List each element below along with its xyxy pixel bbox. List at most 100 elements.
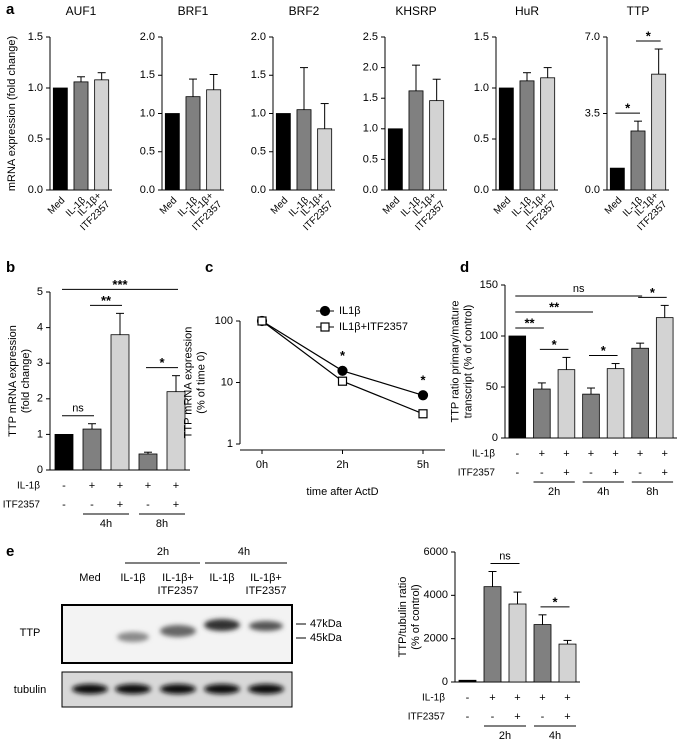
significance-label: *: [552, 337, 558, 352]
blot-row-label: tubulin: [14, 684, 46, 696]
blot-band: [115, 684, 151, 694]
y-axis-label: TTP ratio primary/mature transcript (% o…: [449, 300, 474, 423]
bar: [533, 388, 551, 439]
condition-label: IL-1β: [472, 449, 495, 460]
legend-label: IL1β: [339, 305, 361, 317]
x-tick-label: Med: [269, 195, 291, 217]
lane-label-box: IL-1β+ ITF2357: [246, 572, 287, 597]
bar: [557, 369, 576, 439]
y-axis-label-box: TTP mRNA expression (fold change): [7, 325, 32, 437]
condition-sign: +: [588, 448, 594, 460]
bar: [387, 128, 403, 191]
y-tick-label: 2: [37, 393, 43, 405]
condition-sign: +: [89, 480, 95, 492]
y-tick-label: 2000: [424, 633, 448, 645]
condition-label: ITF2357: [3, 500, 41, 511]
chart-title: BRF2: [289, 4, 320, 18]
y-tick-label: 100: [480, 330, 498, 342]
y-tick-label: 150: [480, 279, 498, 291]
panel-letter: e: [6, 543, 14, 560]
bar: [52, 87, 68, 191]
significance-label: *: [420, 373, 426, 388]
blot-band: [248, 684, 284, 694]
point: [417, 390, 429, 401]
blot-band: [160, 684, 196, 694]
legend-marker: [320, 322, 330, 332]
significance-label: **: [525, 315, 536, 330]
chart-title: TTP: [627, 4, 650, 18]
bar: [606, 368, 625, 439]
condition-sign: +: [563, 448, 569, 460]
bar: [429, 100, 445, 191]
y-tick-label: 1.0: [363, 123, 378, 135]
y-tick-label: 6000: [424, 546, 448, 558]
condition-sign: +: [539, 448, 545, 460]
lane-label: IL-1β: [120, 572, 145, 584]
significance-label: *: [159, 355, 165, 370]
point: [337, 365, 348, 376]
condition-sign: +: [564, 692, 570, 704]
lane-label: Med: [79, 572, 100, 584]
group-label: 2h: [499, 730, 511, 742]
condition-sign: +: [117, 480, 123, 492]
bar: [206, 89, 222, 191]
blot-row-label: TTP: [20, 627, 41, 639]
condition-sign: +: [539, 692, 545, 704]
blot-band: [204, 619, 240, 631]
x-tick-label: Med: [381, 195, 403, 217]
group-label: 8h: [646, 486, 658, 498]
lane-label: IL-1β+ ITF2357: [157, 572, 199, 597]
y-tick-label: 100: [215, 315, 233, 327]
y-tick-label: 2.0: [363, 62, 378, 74]
y-tick-label: 0: [492, 432, 498, 444]
condition-sign: -: [589, 467, 593, 479]
bar: [540, 77, 556, 191]
significance-label: **: [549, 299, 560, 314]
condition-sign: +: [661, 448, 667, 460]
blot-band: [117, 632, 149, 642]
y-tick-label: 0.0: [474, 184, 489, 196]
y-tick-label: 0.5: [363, 153, 378, 165]
bar: [533, 624, 552, 683]
western-blot: [61, 562, 306, 708]
panel-letter: b: [6, 259, 15, 276]
bar: [138, 453, 158, 471]
condition-sign: +: [514, 711, 520, 723]
y-tick-label: 1.0: [474, 82, 489, 94]
group-label: 4h: [597, 486, 609, 498]
condition-sign: -: [90, 499, 94, 511]
y-tick-label: 0: [37, 464, 43, 476]
x-tick-label: 2h: [336, 459, 348, 471]
bar: [483, 586, 502, 683]
bar: [317, 128, 333, 191]
condition-sign: +: [489, 692, 495, 704]
point: [337, 376, 348, 386]
x-tick-label: 5h: [417, 459, 429, 471]
y-axis-label-box: TTP/tubulin ratio (% of control): [397, 576, 422, 658]
panel-letter: c: [205, 259, 213, 276]
bar: [275, 113, 291, 191]
panel-letter: d: [460, 259, 469, 276]
x-tick-label: 0h: [256, 459, 268, 471]
y-tick-label: 2.0: [140, 31, 155, 43]
condition-sign: +: [145, 480, 151, 492]
y-tick-label: 1: [227, 438, 233, 450]
blot-band: [72, 684, 108, 694]
bar: [508, 335, 527, 439]
y-tick-label: 2.5: [363, 31, 378, 43]
significance-label: *: [340, 348, 346, 363]
group-label: 2h: [548, 486, 560, 498]
condition-label: ITF2357: [458, 468, 496, 479]
bar: [164, 113, 180, 191]
condition-sign: -: [541, 711, 545, 723]
bar: [408, 90, 424, 191]
significance-label: *: [650, 285, 656, 300]
condition-sign: +: [563, 467, 569, 479]
chart-title: HuR: [515, 4, 539, 18]
y-axis-label: TTP/tubulin ratio (% of control): [397, 576, 422, 658]
bar: [631, 347, 649, 439]
y-tick-label: 7.0: [585, 31, 600, 43]
condition-sign: -: [62, 480, 66, 492]
significance-label: ns: [573, 283, 585, 295]
